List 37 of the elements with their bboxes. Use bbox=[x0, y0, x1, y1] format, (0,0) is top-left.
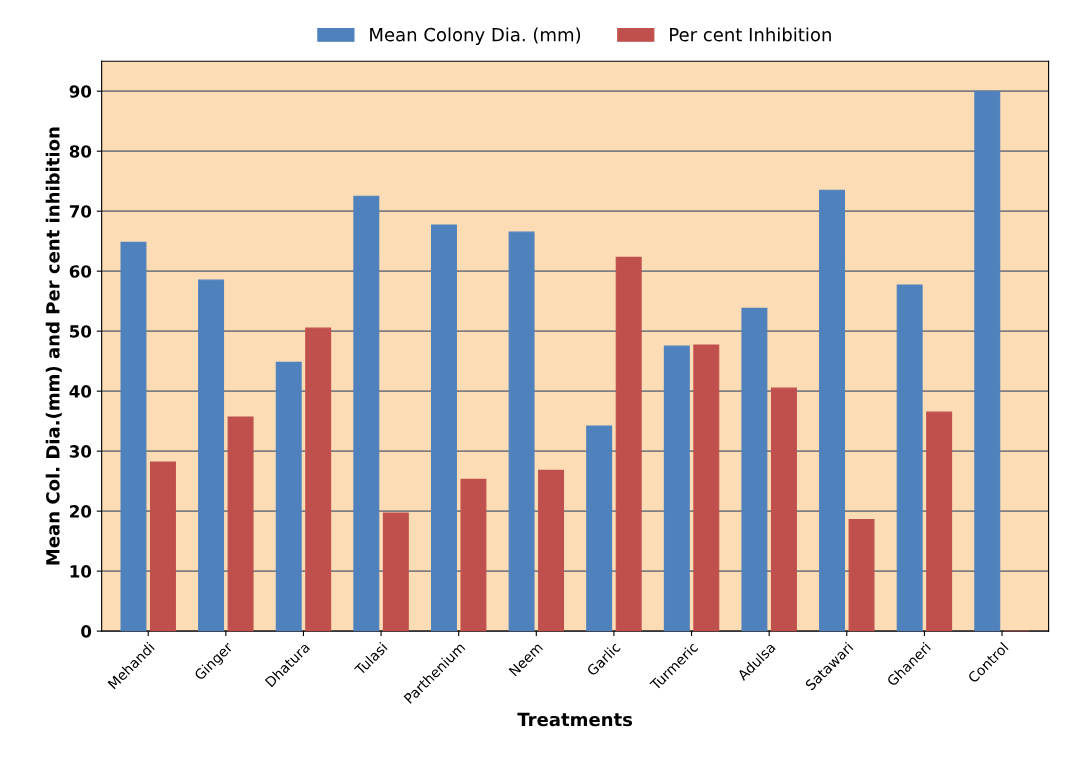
legend-label: Mean Colony Dia. (mm) bbox=[370, 27, 581, 45]
y-tick-label: 60 bbox=[69, 265, 92, 278]
y-tick-label: 40 bbox=[69, 385, 92, 398]
bar bbox=[227, 416, 254, 632]
y-axis-title: Mean Col. Dia.(mm) and Per cent inhibition bbox=[45, 127, 62, 565]
bar bbox=[693, 344, 720, 632]
y-tick-label: 30 bbox=[69, 445, 92, 458]
y-tick-label: 0 bbox=[81, 625, 92, 638]
bar bbox=[508, 231, 535, 632]
y-tick-label: 10 bbox=[70, 565, 92, 578]
x-axis-title: Treatments bbox=[517, 712, 633, 727]
bar bbox=[460, 478, 487, 632]
bar bbox=[848, 518, 875, 632]
bar bbox=[305, 327, 332, 632]
bar bbox=[896, 284, 923, 632]
y-tick-label: 50 bbox=[70, 325, 92, 338]
bar bbox=[663, 345, 690, 632]
bar bbox=[198, 279, 225, 632]
bar bbox=[538, 469, 565, 632]
legend-label: Per cent Inhibition bbox=[670, 27, 831, 42]
bar bbox=[615, 256, 642, 632]
y-tick-label: 90 bbox=[69, 85, 92, 98]
y-tick-label: 70 bbox=[69, 205, 92, 218]
bar bbox=[926, 411, 953, 632]
bar bbox=[382, 512, 409, 632]
bar bbox=[819, 189, 846, 632]
y-tick-label: 20 bbox=[70, 505, 92, 518]
y-tick-label: 80 bbox=[69, 145, 92, 158]
bar bbox=[430, 224, 457, 632]
bar bbox=[120, 241, 147, 632]
bar bbox=[974, 90, 1001, 632]
bar bbox=[275, 361, 302, 632]
bar bbox=[353, 195, 380, 632]
bar bbox=[149, 461, 176, 632]
bar bbox=[770, 387, 797, 632]
bar bbox=[586, 425, 613, 632]
bar bbox=[741, 307, 768, 632]
